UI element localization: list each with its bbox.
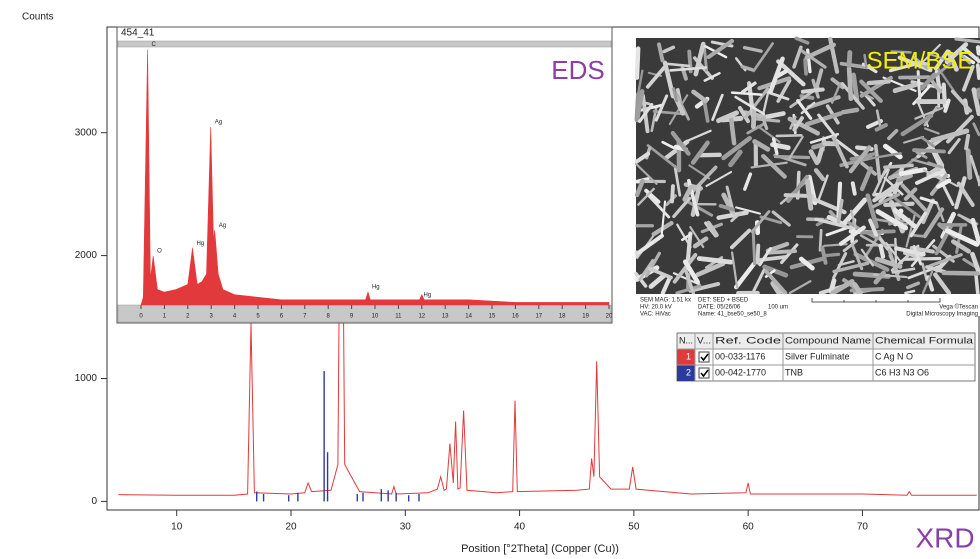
- sem-info: 100 um: [768, 305, 788, 311]
- eds-peak-label: C: [152, 42, 157, 48]
- sem-crystal: [775, 157, 808, 158]
- sem-crystal: [849, 53, 850, 66]
- y-axis-label: Counts: [22, 12, 54, 23]
- sem-crystal: [637, 49, 638, 78]
- eds-x-tick-label: 10: [372, 314, 379, 320]
- sem-info: Digital Microscopy Imaging: [906, 312, 978, 318]
- sem-crystal: [756, 119, 779, 121]
- sem-crystal: [978, 48, 979, 54]
- eds-header-bar: [118, 41, 611, 47]
- eds-x-tick-label: 12: [418, 314, 425, 320]
- table-header: N...: [679, 335, 693, 345]
- eds-x-tick-label: 17: [535, 314, 542, 320]
- table-header: V...: [697, 335, 711, 345]
- row-number: 2: [686, 367, 691, 377]
- x-tick-label: 10: [171, 522, 183, 533]
- xrd-label: XRD: [915, 522, 974, 553]
- sem-crystal: [978, 65, 979, 78]
- eds-x-tick-label: 13: [442, 314, 449, 320]
- x-axis-label: Position [°2Theta] (Copper (Cu)): [461, 543, 619, 555]
- row-number: 1: [686, 351, 691, 361]
- table-header: Compound Name: [785, 335, 871, 345]
- sem-info: DET: SED + BSED: [698, 298, 749, 304]
- x-tick-label: 40: [514, 522, 526, 533]
- sem-info: Name: 41_bse50_se50_8: [698, 312, 767, 318]
- sem-crystal: [853, 183, 855, 193]
- table-cell: C Ag N O: [875, 351, 913, 361]
- sem-crystal: [944, 273, 978, 274]
- y-tick-label: 0: [91, 496, 97, 507]
- eds-peak-label: Ag: [215, 120, 222, 126]
- eds-sample: 454_41: [121, 28, 155, 39]
- eds-peak-label: Hg: [196, 241, 204, 247]
- eds-x-tick-label: 11: [395, 314, 402, 320]
- sem-crystal: [862, 231, 894, 232]
- x-tick-label: 70: [857, 522, 869, 533]
- sem-crystal: [843, 110, 857, 112]
- table-cell: TNB: [785, 367, 803, 377]
- table-cell: C6 H3 N3 O6: [875, 367, 929, 377]
- y-tick-label: 3000: [75, 127, 98, 138]
- eds-peak-label: O: [157, 249, 162, 255]
- y-tick-label: 2000: [75, 250, 98, 261]
- x-tick-label: 30: [400, 522, 412, 533]
- figure: Counts Position [°2Theta] (Copper (Cu)) …: [0, 0, 980, 559]
- x-tick-label: 20: [285, 522, 297, 533]
- sem-crystal: [672, 186, 673, 201]
- sem-crystal: [777, 135, 802, 136]
- eds-peak-label: Hg: [423, 292, 431, 298]
- sem-crystal: [885, 165, 912, 167]
- y-tick-label: 1000: [75, 373, 98, 384]
- table-header: Chemical Formula: [875, 335, 973, 345]
- sem-crystal: [807, 181, 810, 208]
- sem-crystal: [968, 151, 970, 178]
- sem-crystal: [869, 82, 889, 84]
- eds-x-tick-label: 20: [606, 314, 613, 320]
- sem-crystal: [849, 69, 851, 99]
- sem-info: HV: 20.0 kV: [640, 305, 672, 311]
- sem-crystal: [753, 230, 755, 264]
- sem-crystal: [803, 89, 823, 91]
- phase-table: N... V... Ref. Code Compound Name Chemical F…: [677, 333, 975, 381]
- sem-crystal: [826, 254, 838, 255]
- eds-peak-label: Hg: [372, 285, 380, 291]
- table-header: Ref. Code: [715, 335, 781, 345]
- x-tick-label: 60: [743, 522, 755, 533]
- sem-crystal: [914, 150, 944, 151]
- sem-crystal: [966, 136, 968, 149]
- eds-x-tick-label: 18: [559, 314, 566, 320]
- eds-x-tick-label: 19: [582, 314, 589, 320]
- eds-peak-label: Ag: [219, 223, 226, 229]
- eds-x-tick-label: 15: [489, 314, 496, 320]
- eds-x-tick-label: 16: [512, 314, 519, 320]
- sem-info: VAC: HiVac: [640, 312, 671, 318]
- table-cell: Silver Fulminate: [785, 351, 850, 361]
- table-cell: 00-033-1176: [715, 351, 765, 361]
- sem-info: SEM MAG: 1.51 kx: [640, 298, 691, 304]
- sem-crystal: [976, 274, 978, 293]
- sem-crystal: [757, 246, 758, 263]
- sem-crystal: [885, 204, 912, 205]
- eds-x-tick-label: 14: [465, 314, 472, 320]
- eds-label: EDS: [551, 55, 604, 85]
- sem-info: DATE: 05/26/06: [698, 305, 741, 311]
- sem-crystal: [731, 119, 734, 143]
- sem-crystal: [881, 246, 883, 257]
- sem-crystal: [753, 110, 754, 127]
- sem-label: SEM/BSE: [867, 47, 974, 74]
- table-cell: 00-042-1770: [715, 367, 766, 377]
- x-tick-label: 50: [628, 522, 640, 533]
- sem-crystal: [805, 60, 806, 74]
- sem-info: Vega ©Tescan: [939, 304, 978, 311]
